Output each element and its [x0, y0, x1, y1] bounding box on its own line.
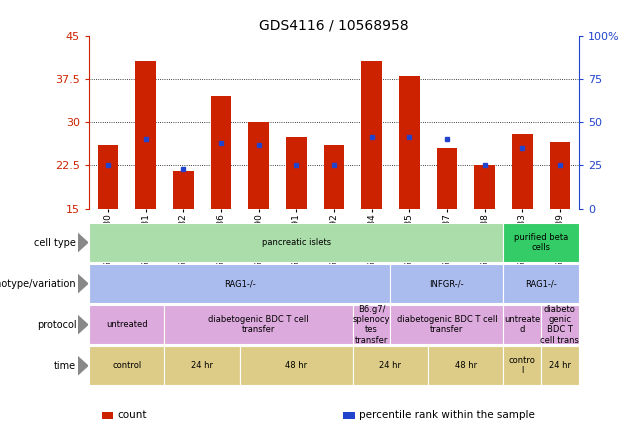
- Text: diabeto
genic
BDC T
cell trans: diabeto genic BDC T cell trans: [541, 305, 579, 345]
- Text: genotype/variation: genotype/variation: [0, 278, 76, 289]
- Bar: [399, 76, 420, 209]
- Text: untreated: untreated: [106, 320, 148, 329]
- Text: cell type: cell type: [34, 238, 76, 248]
- Text: count: count: [117, 410, 146, 420]
- Bar: [512, 134, 532, 209]
- Text: protocol: protocol: [37, 320, 76, 330]
- Text: 48 hr: 48 hr: [455, 361, 477, 370]
- Polygon shape: [78, 233, 88, 252]
- Polygon shape: [78, 315, 88, 334]
- Bar: [248, 122, 269, 209]
- Text: percentile rank within the sample: percentile rank within the sample: [359, 410, 535, 420]
- Title: GDS4116 / 10568958: GDS4116 / 10568958: [259, 19, 409, 33]
- Bar: [286, 137, 307, 209]
- Bar: [361, 62, 382, 209]
- Bar: [211, 96, 232, 209]
- Text: 24 hr: 24 hr: [191, 361, 213, 370]
- Text: RAG1-/-: RAG1-/-: [224, 279, 256, 288]
- Bar: [550, 142, 570, 209]
- Bar: [97, 145, 118, 209]
- Text: untreate
d: untreate d: [504, 315, 541, 334]
- Text: control: control: [112, 361, 141, 370]
- Bar: [324, 145, 344, 209]
- Polygon shape: [78, 357, 88, 375]
- Text: pancreatic islets: pancreatic islets: [261, 238, 331, 247]
- Text: B6.g7/
splenocy
tes
transfer: B6.g7/ splenocy tes transfer: [353, 305, 391, 345]
- Bar: [173, 171, 193, 209]
- Text: RAG1-/-: RAG1-/-: [525, 279, 557, 288]
- Bar: [135, 62, 156, 209]
- Text: purified beta
cells: purified beta cells: [514, 233, 568, 252]
- Text: diabetogenic BDC T cell
transfer: diabetogenic BDC T cell transfer: [208, 315, 309, 334]
- Text: 24 hr: 24 hr: [380, 361, 401, 370]
- Text: contro
l: contro l: [509, 356, 536, 376]
- Polygon shape: [78, 274, 88, 293]
- Text: 24 hr: 24 hr: [549, 361, 571, 370]
- Text: diabetogenic BDC T cell
transfer: diabetogenic BDC T cell transfer: [397, 315, 497, 334]
- Bar: [436, 148, 457, 209]
- Bar: [474, 166, 495, 209]
- Text: INFGR-/-: INFGR-/-: [429, 279, 464, 288]
- Text: 48 hr: 48 hr: [285, 361, 307, 370]
- Text: time: time: [54, 361, 76, 371]
